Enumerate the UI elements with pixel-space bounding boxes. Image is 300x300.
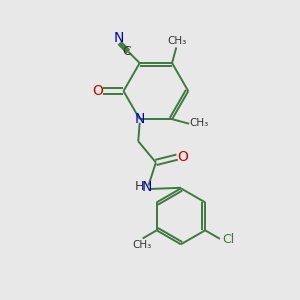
Text: Cl: Cl: [222, 233, 234, 246]
Text: H: H: [134, 180, 144, 194]
Text: O: O: [92, 84, 103, 98]
Text: CH₃: CH₃: [133, 240, 152, 250]
Text: CH₃: CH₃: [190, 118, 209, 128]
Text: O: O: [177, 150, 188, 164]
Text: N: N: [135, 112, 146, 126]
Text: N: N: [142, 180, 152, 194]
Text: C: C: [123, 44, 131, 58]
Text: N: N: [113, 31, 124, 45]
Text: CH₃: CH₃: [168, 36, 187, 46]
